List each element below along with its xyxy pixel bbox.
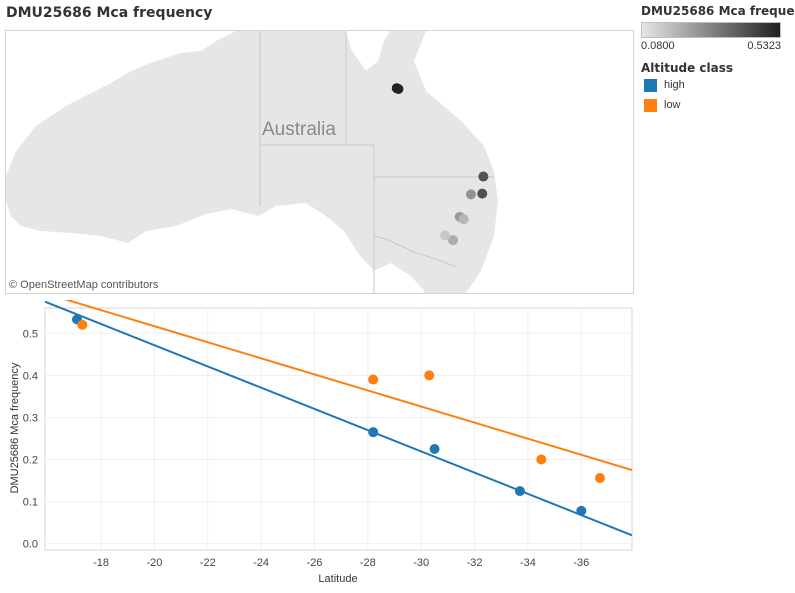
y-tick-label: 0.2 [23, 455, 38, 467]
x-tick-label: -20 [146, 557, 162, 569]
y-tick-label: 0.4 [23, 370, 38, 382]
data-points[interactable] [72, 314, 605, 516]
color-ramp-min: 0.0800 [641, 40, 675, 52]
map-site-marker[interactable] [478, 171, 489, 182]
x-axis-label: Latitude [318, 573, 357, 585]
map-site-marker[interactable] [440, 230, 451, 241]
altitude-legend-title: Altitude class [641, 61, 734, 75]
map-site-marker[interactable] [458, 214, 469, 225]
x-tick-label: -36 [573, 557, 589, 569]
scatter-chart[interactable]: -18 -20 -22 -24 -26 -28 -30 -32 -34 -36 0.0 0.1 0.2… [0, 300, 640, 593]
point-low[interactable] [536, 454, 547, 465]
legend-swatch-low [644, 98, 657, 112]
map-sites[interactable] [391, 83, 489, 246]
y-tick-label: 0.1 [23, 497, 38, 509]
color-ramp-max: 0.5323 [747, 40, 781, 52]
color-legend-title: DMU25686 Mca frequency [641, 4, 795, 18]
map-site-marker[interactable] [466, 189, 476, 200]
australia-landmass [6, 31, 498, 293]
color-ramp-labels: 0.0800 0.5323 [641, 40, 781, 52]
y-tick-label: 0.5 [23, 328, 38, 340]
map-view[interactable]: Australia © OpenStreetMap contributors [5, 30, 634, 294]
x-tick-label: -26 [307, 557, 323, 569]
state-borders [259, 31, 494, 293]
point-low[interactable] [77, 319, 88, 330]
x-tick-label: -34 [520, 557, 536, 569]
x-tick-label: -18 [93, 557, 109, 569]
plot-area [44, 307, 633, 551]
legend-panel: DMU25686 Mca frequency 0.0800 0.5323 Alt… [641, 4, 795, 115]
y-tick-label: 0.3 [23, 412, 38, 424]
legend-item-high[interactable]: high [641, 75, 791, 95]
point-low[interactable] [368, 374, 379, 385]
point-low[interactable] [594, 473, 605, 484]
map-country-label: Australia [262, 119, 336, 140]
point-low[interactable] [424, 370, 435, 381]
x-tick-label: -24 [253, 557, 269, 569]
map-canvas[interactable] [6, 31, 633, 293]
trend-lines [44, 300, 633, 537]
tasmania-landmass [424, 286, 454, 293]
x-tick-label: -32 [467, 557, 483, 569]
map-site-marker[interactable] [393, 83, 404, 94]
y-axis-ticks: 0.0 0.1 0.2 0.3 0.4 0.5 [23, 328, 38, 550]
grid-lines [45, 308, 632, 550]
map-attribution[interactable]: © OpenStreetMap contributors [9, 279, 159, 291]
x-tick-label: -22 [200, 557, 216, 569]
y-axis-label: DMU25686 Mca frequency [9, 362, 21, 493]
point-high[interactable] [576, 505, 587, 516]
legend-swatch-high [644, 78, 657, 92]
page-title: DMU25686 Mca frequency [6, 5, 213, 21]
legend-label-high: high [664, 79, 685, 91]
x-tick-label: -30 [413, 557, 429, 569]
y-tick-label: 0.0 [23, 539, 38, 551]
x-tick-label: -28 [360, 557, 376, 569]
point-high[interactable] [368, 427, 379, 438]
map-land [6, 31, 498, 293]
point-high[interactable] [514, 486, 525, 497]
trend-line-low [63, 300, 633, 471]
map-site-marker[interactable] [448, 235, 458, 246]
x-axis-ticks: -18 -20 -22 -24 -26 -28 -30 -32 -34 -36 [93, 557, 589, 569]
legend-item-low[interactable]: low [641, 95, 791, 115]
map-site-marker[interactable] [477, 188, 488, 199]
color-ramp [641, 22, 781, 38]
point-high[interactable] [429, 443, 440, 454]
legend-label-low: low [664, 99, 681, 111]
trend-line-high [44, 300, 633, 537]
